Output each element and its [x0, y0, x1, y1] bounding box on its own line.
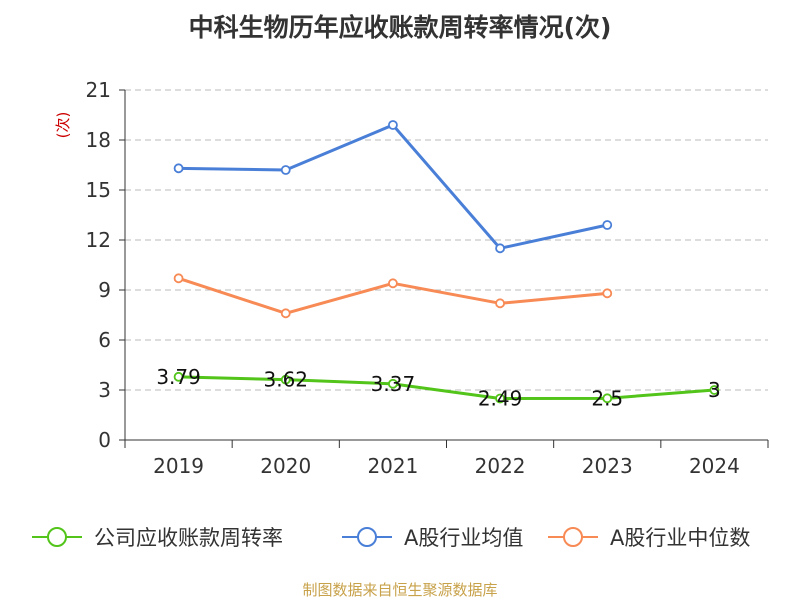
data-point-0 — [280, 374, 291, 385]
source-note: 制图数据来自恒生聚源数据库 — [302, 581, 498, 599]
data-point-2 — [388, 278, 398, 289]
x-tick-label: 2023 — [582, 454, 633, 478]
data-point-0 — [602, 393, 613, 404]
data-point-0 — [388, 378, 398, 389]
x-tick-label: 2020 — [260, 454, 311, 478]
data-label: 2.5 — [591, 386, 623, 410]
data-label: 3.79 — [156, 365, 201, 389]
data-point-2 — [495, 298, 505, 309]
data-point-1 — [280, 165, 291, 175]
y-tick-label: 6 — [98, 328, 111, 352]
data-point-2 — [602, 288, 613, 299]
legend-label: A股行业中位数 — [610, 526, 750, 550]
data-point-2 — [173, 273, 184, 284]
data-point-1 — [495, 243, 505, 254]
data-label: 3.37 — [371, 372, 416, 396]
x-tick-label: 2022 — [475, 454, 526, 478]
y-tick-label: 12 — [86, 228, 111, 252]
y-tick-label: 21 — [86, 78, 111, 102]
y-tick-label: 9 — [98, 278, 111, 302]
legend-label: 公司应收账款周转率 — [94, 526, 283, 550]
data-label: 3.62 — [263, 368, 308, 392]
data-point-0 — [495, 393, 505, 404]
y-tick-label: 3 — [98, 378, 111, 402]
series-line-0 — [178, 375, 715, 400]
y-tick-label: 15 — [86, 178, 111, 202]
legend-marker — [47, 527, 67, 547]
legend-label: A股行业均值 — [404, 526, 523, 550]
x-tick-label: 2019 — [153, 454, 204, 478]
y-axis-label: (次) — [54, 112, 72, 139]
data-point-1 — [388, 120, 398, 130]
x-tick-label: 2021 — [367, 454, 418, 478]
legend-marker — [563, 527, 583, 547]
legend-marker — [357, 527, 377, 547]
series-line-1 — [178, 123, 608, 250]
data-label: 3 — [708, 378, 721, 402]
chart-title: 中科生物历年应收账款周转率情况(次) — [188, 13, 612, 42]
y-tick-label: 0 — [98, 428, 111, 452]
data-point-0 — [173, 371, 184, 382]
data-point-0 — [709, 385, 720, 395]
y-tick-label: 18 — [86, 128, 111, 152]
data-point-1 — [602, 220, 613, 230]
data-point-1 — [173, 163, 184, 174]
data-label: 2.49 — [478, 387, 523, 411]
x-tick-label: 2024 — [689, 454, 740, 478]
data-point-2 — [280, 308, 291, 319]
